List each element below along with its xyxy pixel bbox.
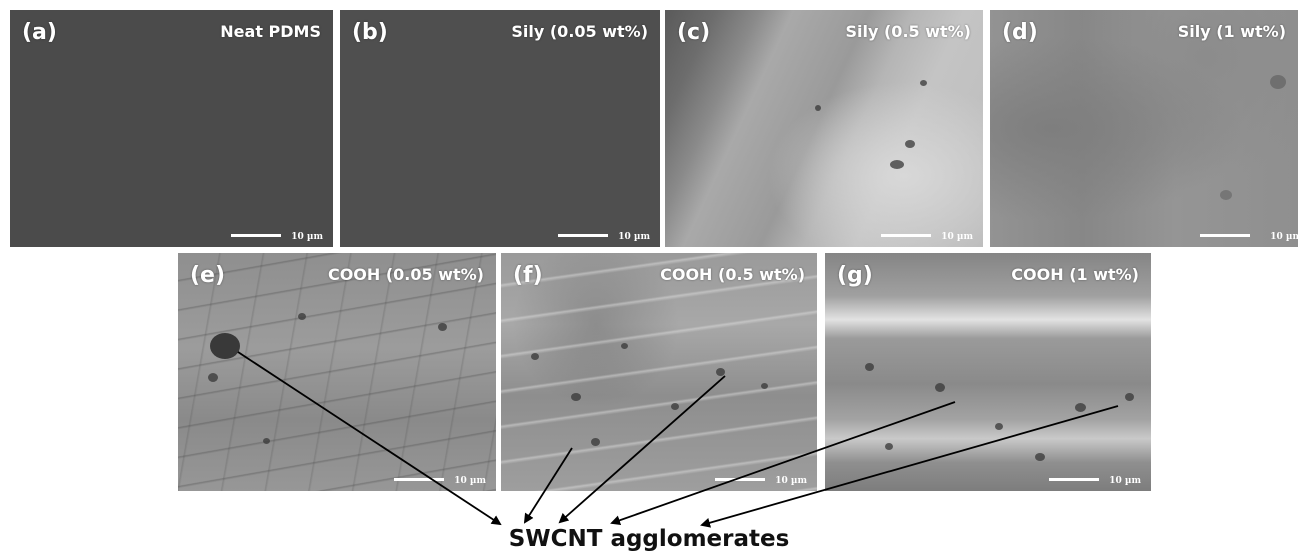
panel-letter: (b) (352, 20, 388, 45)
panel-title: Sily (1 wt%) (1177, 22, 1286, 41)
panel-letter: (d) (1002, 20, 1038, 45)
agglomerates-caption: SWCNT agglomerates (508, 526, 790, 552)
pore-dot (263, 438, 270, 444)
pore-dot (438, 323, 447, 331)
pore-dot (815, 105, 821, 111)
scale-label: 10 µm (1109, 476, 1141, 486)
pore-dot (1075, 403, 1086, 412)
pore-dot (920, 80, 927, 86)
scale-bar (1049, 478, 1099, 481)
panel-title: COOH (0.05 wt%) (327, 265, 484, 284)
scale-label: 10 µm (618, 232, 650, 242)
scale-bar (1200, 234, 1250, 237)
arrow-line (610, 401, 956, 526)
panel-letter: (a) (22, 20, 57, 45)
sem-panel-b: (b) Sily (0.05 wt%) 10 µm (340, 10, 660, 247)
pore-dot (621, 343, 628, 349)
sem-panel-d: (d) Sily (1 wt%) 10 µm (990, 10, 1298, 247)
panel-letter: (c) (677, 20, 711, 45)
scale-label: 10 µm (291, 232, 323, 242)
panel-title: Sily (0.5 wt%) (845, 22, 972, 41)
agglomerate-dot (210, 333, 240, 359)
pore-dot (1270, 75, 1286, 89)
pore-dot (905, 140, 915, 148)
pore-dot (531, 353, 539, 360)
arrow-line (558, 375, 726, 524)
scale-bar (558, 234, 608, 237)
pore-dot (716, 368, 725, 376)
pore-dot (885, 443, 893, 450)
arrow-line (523, 447, 573, 524)
panel-title: COOH (1 wt%) (1011, 265, 1139, 284)
sem-panel-f: (f) COOH (0.5 wt%) 10 µm (501, 253, 817, 491)
scale-label: 10 µm (775, 476, 807, 486)
pore-dot (571, 393, 581, 401)
panel-title: Neat PDMS (220, 22, 321, 41)
sem-panel-a: (a) Neat PDMS 10 µm (10, 10, 333, 247)
pore-dot (591, 438, 600, 446)
pore-dot (935, 383, 945, 392)
scale-label: 10 µm (941, 232, 973, 242)
scale-bar (231, 234, 281, 237)
sem-panel-c: (c) Sily (0.5 wt%) 10 µm (665, 10, 983, 247)
pore-dot (890, 160, 904, 169)
pore-dot (208, 373, 218, 382)
sem-panel-g: (g) COOH (1 wt%) 10 µm (825, 253, 1151, 491)
panel-title: COOH (0.5 wt%) (660, 265, 805, 284)
scale-bar (881, 234, 931, 237)
scale-bar (715, 478, 765, 481)
arrow-line (700, 405, 1119, 528)
scale-label: 10 µm (1270, 232, 1298, 242)
pore-dot (671, 403, 679, 410)
pore-dot (1035, 453, 1045, 461)
sem-panel-e: (e) COOH (0.05 wt%) 10 µm (178, 253, 496, 491)
panel-letter: (g) (837, 263, 873, 288)
panel-title: Sily (0.05 wt%) (511, 22, 648, 41)
pore-dot (1220, 190, 1232, 200)
arrow-line (237, 351, 502, 526)
panel-letter: (f) (513, 263, 543, 288)
pore-dot (995, 423, 1003, 430)
panel-letter: (e) (190, 263, 226, 288)
pore-dot (761, 383, 768, 389)
scale-bar (394, 478, 444, 481)
scale-label: 10 µm (454, 476, 486, 486)
pore-dot (298, 313, 306, 320)
pore-dot (865, 363, 874, 371)
pore-dot (1125, 393, 1134, 401)
